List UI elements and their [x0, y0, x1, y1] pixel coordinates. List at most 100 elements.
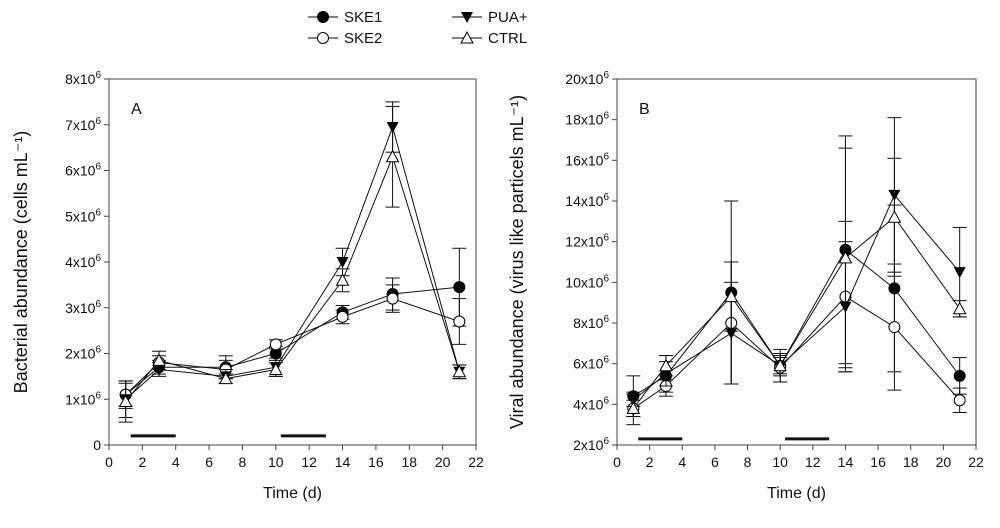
- x-tick-label: 18: [903, 454, 919, 470]
- legend: SKE1 SKE2 PUA+ CTRL: [308, 9, 528, 47]
- y-tick-label: 3x106: [65, 299, 101, 316]
- data-point: [659, 358, 673, 372]
- legend-marker-open-circle-icon: [317, 32, 329, 44]
- data-point: [626, 401, 641, 414]
- legend-label: SKE1: [344, 9, 382, 26]
- series-line: [632, 216, 961, 409]
- y-tick-label: 8x106: [65, 70, 101, 87]
- y-tick-label: 14x106: [565, 192, 609, 209]
- y-tick-label: 8x106: [573, 314, 609, 331]
- y-tick-label: 0: [93, 437, 101, 453]
- x-axis-label: Time (d): [767, 485, 826, 502]
- x-tick-label: 2: [646, 454, 654, 470]
- y-tick-label: 6x106: [65, 162, 101, 179]
- x-tick-label: 16: [870, 454, 886, 470]
- x-tick-label: 6: [205, 454, 213, 470]
- y-tick-label: 4x106: [65, 253, 101, 270]
- y-tick-label: 5x106: [65, 207, 101, 224]
- series-ctrl: [118, 105, 467, 423]
- legend-item-ctrl: CTRL: [452, 30, 527, 47]
- x-tick-label: 0: [105, 454, 113, 470]
- y-tick-label: 7x106: [65, 116, 101, 133]
- data-point: [453, 281, 466, 294]
- data-point: [452, 364, 467, 378]
- x-tick-label: 22: [968, 454, 984, 470]
- data-point: [953, 369, 966, 382]
- x-axis-label: Time (d): [263, 485, 322, 502]
- data-point: [724, 289, 739, 303]
- x-tick-label: 12: [805, 454, 821, 470]
- x-tick-label: 2: [138, 454, 146, 470]
- legend-marker-open-up-triangle-icon: [460, 30, 474, 44]
- plot-frame: [108, 78, 477, 446]
- y-tick-label: 6x106: [573, 355, 609, 372]
- data-point: [336, 310, 349, 323]
- y-tick-label: 4x106: [573, 395, 609, 412]
- panel-a: 0 2 4 6 8 10 12 14 16 18 20 22 0 1x106 2x106 3x106 4x106…: [11, 70, 484, 502]
- y-tick-label: 10x106: [565, 273, 609, 290]
- data-point: [386, 292, 399, 305]
- data-point: [952, 301, 967, 315]
- x-tick-label: 10: [772, 454, 788, 470]
- series-line: [125, 125, 460, 400]
- panel-b: 0 2 4 6 8 10 12 14 16 18 20 22 2x106 4x106 6x106 8x106 1…: [507, 70, 984, 502]
- data-point: [118, 394, 133, 408]
- y-tick-label: 2x106: [65, 345, 101, 362]
- x-tick-label: 22: [468, 454, 484, 470]
- plot-frame: [616, 78, 977, 446]
- data-point: [269, 338, 282, 351]
- x-tick-label: 20: [936, 454, 952, 470]
- data-point: [268, 362, 283, 376]
- series-ske2: [118, 284, 467, 407]
- data-point: [385, 149, 400, 163]
- y-axis-label: Bacterial abundance (cells mL⁻¹): [11, 131, 31, 394]
- series-ske2: [626, 220, 967, 426]
- x-tick-label: 18: [401, 454, 417, 470]
- series-ctrl: [626, 147, 967, 418]
- series-pua-plus: [626, 117, 967, 407]
- y-tick-label: 12x106: [565, 233, 609, 250]
- legend-item-ske2: SKE2: [308, 30, 382, 47]
- series-line: [633, 193, 961, 401]
- y-tick-label: 20x106: [565, 70, 609, 87]
- y-tick-label: 18x106: [565, 111, 609, 128]
- x-tick-label: 8: [744, 454, 752, 470]
- data-point: [953, 394, 966, 407]
- legend-label: SKE2: [344, 30, 382, 47]
- legend-label: CTRL: [488, 30, 527, 47]
- data-point: [888, 321, 901, 334]
- legend-item-ske1: SKE1: [308, 9, 382, 26]
- legend-marker-filled-circle-icon: [317, 11, 329, 23]
- series-line: [633, 249, 961, 397]
- x-tick-label: 12: [301, 454, 317, 470]
- y-axis-label: Viral abundance (virus like particels mL…: [507, 95, 527, 429]
- x-tick-label: 20: [435, 454, 451, 470]
- x-tick-label: 4: [678, 454, 686, 470]
- x-tick-label: 6: [711, 454, 719, 470]
- x-tick-label: 14: [335, 454, 351, 470]
- data-point: [887, 210, 902, 223]
- x-tick-label: 16: [368, 454, 384, 470]
- series-line: [125, 155, 460, 402]
- series-ske1: [118, 247, 467, 409]
- y-tick-label: 2x106: [573, 436, 609, 453]
- series-line: [633, 295, 961, 409]
- x-tick-label: 8: [239, 454, 247, 470]
- series-pua-plus: [118, 101, 467, 419]
- y-tick-label: 1x106: [65, 390, 101, 407]
- legend-label: PUA+: [488, 9, 528, 26]
- data-point: [953, 267, 966, 279]
- data-point: [335, 273, 350, 286]
- y-tick-label: 16x106: [565, 151, 609, 168]
- data-point: [838, 250, 853, 264]
- x-tick-label: 14: [838, 454, 854, 470]
- x-tick-label: 0: [613, 454, 621, 470]
- legend-marker-filled-down-triangle-icon: [461, 12, 473, 23]
- x-tick-label: 10: [268, 454, 284, 470]
- data-point: [336, 257, 349, 268]
- data-point: [152, 353, 166, 366]
- legend-item-pua-plus: PUA+: [452, 9, 528, 26]
- panel-label: B: [639, 101, 650, 118]
